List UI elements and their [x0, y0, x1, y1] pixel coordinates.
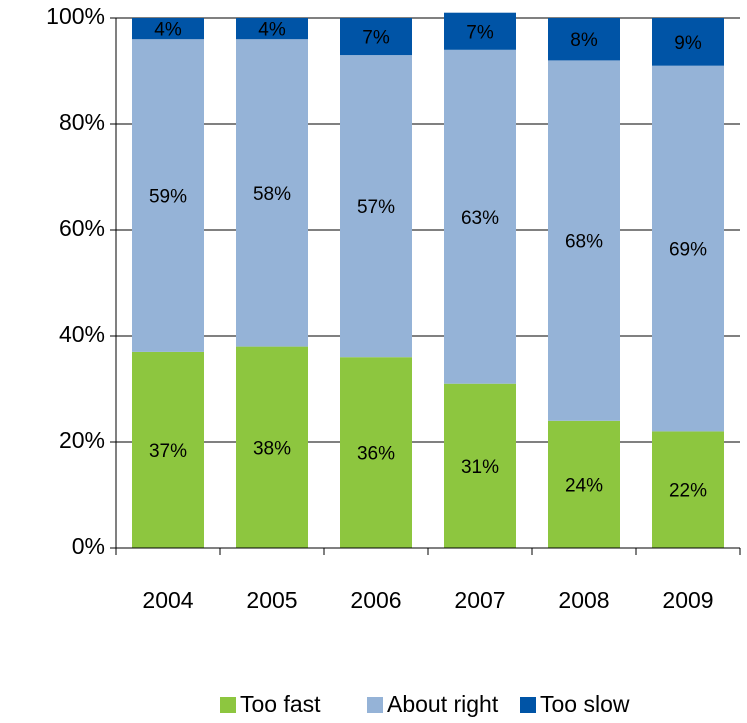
bar-segment [548, 18, 620, 61]
bar-segment [652, 65, 724, 432]
data-label: 4% [258, 20, 286, 41]
x-tick-label: 2005 [246, 587, 297, 613]
data-label: 4% [154, 20, 182, 41]
data-label: 9% [674, 33, 702, 54]
bar-segment [340, 55, 412, 358]
x-tick-label: 2004 [142, 587, 193, 613]
data-label: 68% [565, 232, 603, 253]
data-label: 22% [669, 481, 707, 502]
data-label: 38% [253, 438, 291, 459]
bar-segment [236, 18, 308, 40]
y-tick-label: 100% [46, 3, 105, 29]
bar-segment [652, 431, 724, 548]
data-label: 58% [253, 184, 291, 205]
bar-segment [444, 49, 516, 384]
bar-segment [652, 18, 724, 66]
legend-swatch [367, 697, 383, 713]
bar-segment [444, 383, 516, 548]
bar-segment [132, 18, 204, 40]
data-label: 8% [570, 30, 598, 51]
legend-label: About right [387, 691, 499, 717]
y-tick-label: 40% [59, 321, 105, 347]
legend-swatch [220, 697, 236, 713]
y-tick-label: 20% [59, 427, 105, 453]
bar-segment [132, 39, 204, 352]
data-label: 24% [565, 475, 603, 496]
data-label: 7% [466, 22, 494, 43]
data-label: 31% [461, 457, 499, 478]
bar-segment [548, 60, 620, 421]
x-tick-label: 2007 [454, 587, 505, 613]
data-label: 57% [357, 197, 395, 218]
bar-segment [548, 420, 620, 548]
data-label: 36% [357, 444, 395, 465]
bar-segment [132, 351, 204, 548]
data-label: 63% [461, 208, 499, 229]
bar-segment [444, 12, 516, 50]
bar-segment [340, 18, 412, 56]
x-tick-label: 2008 [558, 587, 609, 613]
data-label: 69% [669, 240, 707, 261]
x-tick-label: 2009 [662, 587, 713, 613]
bar-segment [236, 346, 308, 548]
data-label: 59% [149, 187, 187, 208]
data-label: 7% [362, 28, 390, 49]
legend-swatch [520, 697, 536, 713]
x-tick-label: 2006 [350, 587, 401, 613]
legend-label: Too slow [540, 691, 630, 717]
y-tick-label: 60% [59, 215, 105, 241]
bar-segment [340, 357, 412, 548]
data-label: 37% [149, 441, 187, 462]
y-tick-label: 0% [72, 533, 105, 559]
legend-label: Too fast [240, 691, 321, 717]
bar-segment [236, 39, 308, 347]
y-tick-label: 80% [59, 109, 105, 135]
